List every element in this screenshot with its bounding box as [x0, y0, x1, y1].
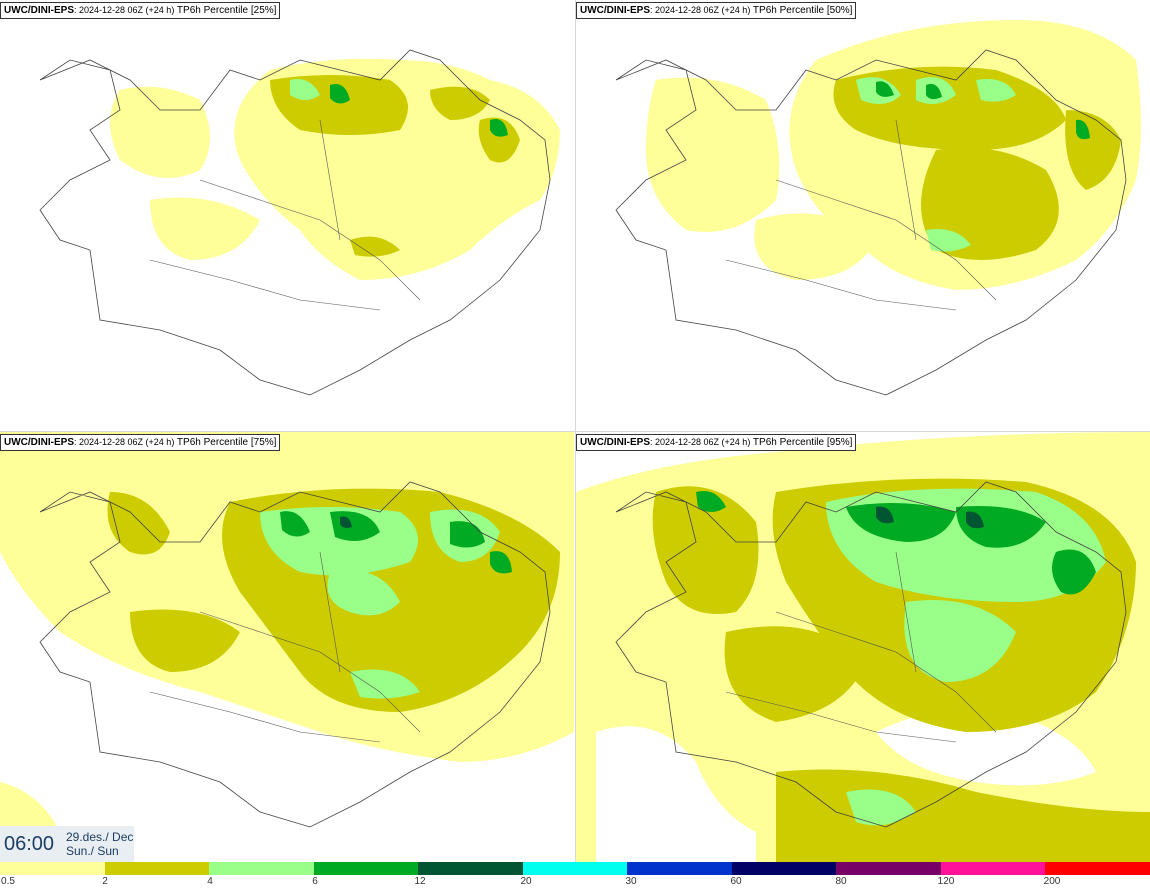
map-panel-p75[interactable]: UWC/DINI-EPS: 2024-12-28 06Z (+24 h) TP6… — [0, 432, 574, 862]
color-legend — [0, 862, 1150, 875]
legend-label: 120 — [937, 876, 955, 887]
legend-swatch — [313, 862, 419, 875]
valid-time: 06:00 — [4, 832, 55, 855]
legend-swatch — [522, 862, 628, 875]
map-panel-p95[interactable]: UWC/DINI-EPS: 2024-12-28 06Z (+24 h) TP6… — [576, 432, 1150, 862]
legend-label: 12 — [414, 876, 426, 887]
precipitation-map — [39, 49, 561, 396]
map-panel-p50[interactable]: UWC/DINI-EPS: 2024-12-28 06Z (+24 h) TP6… — [576, 0, 1150, 430]
valid-date-line: 29.des./ Dec — [66, 830, 134, 844]
legend-label: 6 — [312, 876, 318, 887]
legend-labels: 0.5 2 4 6 12 20 30 60 80 120 200 — [0, 876, 1150, 890]
legend-label: 0.5 — [1, 876, 15, 887]
legend-swatch — [731, 862, 837, 875]
map-panel-p25[interactable]: UWC/DINI-EPS: 2024-12-28 06Z (+24 h) TP6… — [0, 0, 574, 430]
panel-title: UWC/DINI-EPS: 2024-12-28 06Z (+24 h) TP6… — [576, 434, 857, 451]
valid-date: 29.des./ Dec Sun./ Sun — [66, 830, 133, 858]
legend-swatch — [418, 862, 523, 875]
legend-swatch — [0, 862, 105, 875]
legend-swatch — [940, 862, 1046, 875]
panel-divider-horizontal — [0, 431, 1150, 432]
panel-title: UWC/DINI-EPS: 2024-12-28 06Z (+24 h) TP6… — [0, 2, 281, 19]
precipitation-map — [0, 432, 574, 862]
legend-label: 2 — [102, 876, 108, 887]
legend-label: 200 — [1043, 876, 1061, 887]
legend-swatch — [104, 862, 210, 875]
panel-title: UWC/DINI-EPS: 2024-12-28 06Z (+24 h) TP6… — [0, 434, 281, 451]
legend-label: 30 — [625, 876, 637, 887]
legend-swatch — [209, 862, 314, 875]
legend-swatch — [627, 862, 732, 875]
legend-label: 80 — [835, 876, 847, 887]
legend-label: 60 — [730, 876, 742, 887]
valid-day-line: Sun./ Sun — [66, 844, 119, 858]
legend-label: 20 — [520, 876, 532, 887]
legend-swatch — [1045, 862, 1150, 875]
panel-title: UWC/DINI-EPS: 2024-12-28 06Z (+24 h) TP6… — [576, 2, 857, 19]
legend-swatch — [836, 862, 941, 875]
precipitation-map — [615, 20, 1141, 396]
legend-label: 4 — [207, 876, 213, 887]
valid-time-box: 06:00 29.des./ Dec Sun./ Sun — [0, 826, 134, 862]
precipitation-map — [576, 432, 1150, 862]
